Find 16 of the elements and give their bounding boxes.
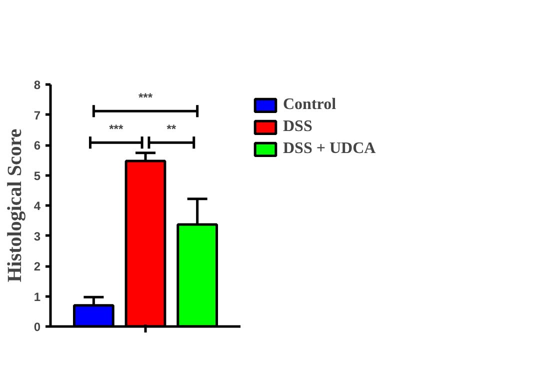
legend-label: DSS xyxy=(283,118,312,136)
y-axis-title: Histological Score xyxy=(4,128,26,282)
annotation: *** xyxy=(138,90,153,104)
y-tick-label: 3 xyxy=(34,229,41,244)
y-tick-label: 4 xyxy=(34,199,41,213)
y-tick-label: 1 xyxy=(34,290,41,304)
y-tick-label: 6 xyxy=(34,138,41,152)
y-tick-label: 7 xyxy=(34,108,41,122)
y-tick-label: 5 xyxy=(34,168,41,183)
y-tick-label: 8 xyxy=(34,78,41,92)
y-tick-label: 0 xyxy=(34,320,41,334)
legend-label: DSS + UDCA xyxy=(283,140,376,158)
annotation: *** xyxy=(109,122,124,136)
y-tick-label: 2 xyxy=(34,260,41,274)
annotation: ** xyxy=(166,122,176,136)
legend-label: Control xyxy=(283,96,336,114)
